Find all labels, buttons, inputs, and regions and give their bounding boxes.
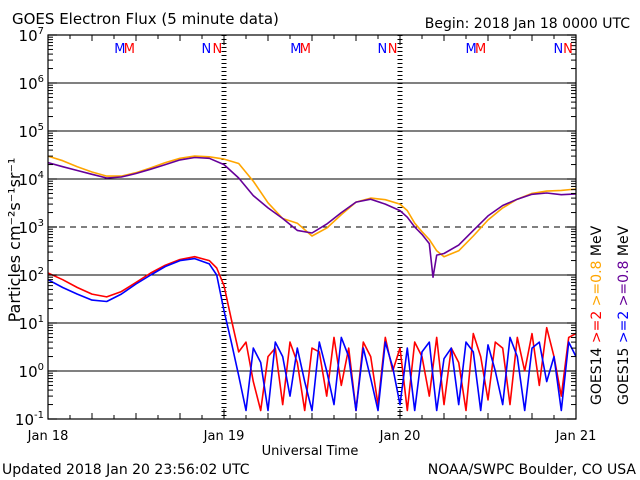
y-tick-label-exponent: -1 bbox=[34, 410, 44, 421]
event-marker: N bbox=[202, 42, 212, 57]
legend-goes14: GOES14 >=2 >=0.8 MeV bbox=[589, 225, 605, 405]
x-axis-label: Universal Time bbox=[262, 444, 359, 459]
y-tick-label-exponent: 4 bbox=[38, 170, 44, 181]
series-line bbox=[47, 156, 577, 279]
chart-title: GOES Electron Flux (5 minute data) bbox=[12, 10, 279, 28]
y-tick-label-base: 10 bbox=[19, 363, 38, 381]
legend-goes15-part: >=2 bbox=[616, 311, 632, 343]
y-tick-label-exponent: 1 bbox=[38, 314, 44, 325]
y-tick-label: 104 bbox=[19, 170, 44, 189]
y-tick-label-exponent: 7 bbox=[38, 26, 44, 37]
y-tick-label: 106 bbox=[19, 74, 44, 93]
y-tick-label-base: 10 bbox=[19, 75, 38, 93]
event-marker: M bbox=[124, 42, 135, 57]
y-tick-label-base: 10 bbox=[15, 411, 34, 429]
event-marker: M bbox=[290, 42, 301, 57]
event-marker: M bbox=[475, 42, 486, 57]
x-tick-label: Jan 19 bbox=[203, 429, 245, 444]
event-marker: M bbox=[466, 42, 477, 57]
y-tick-label-exponent: 6 bbox=[38, 74, 44, 85]
y-tick-label: 105 bbox=[19, 122, 44, 141]
y-tick-label: 101 bbox=[19, 314, 44, 333]
y-tick-label-base: 10 bbox=[19, 315, 38, 333]
legend-goes15-part: MeV bbox=[616, 225, 632, 260]
series-line bbox=[47, 155, 577, 258]
legend-goes14-part: >=0.8 bbox=[589, 261, 605, 307]
begin-time-label: Begin: 2018 Jan 18 0000 UTC bbox=[425, 16, 630, 32]
legend-goes15: GOES15 >=2 >=0.8 MeV bbox=[616, 225, 632, 405]
event-marker: N bbox=[563, 42, 573, 57]
y-tick-label-base: 10 bbox=[19, 27, 38, 45]
y-tick-label-exponent: 3 bbox=[38, 218, 44, 229]
legend-goes14-part: >=2 bbox=[589, 311, 605, 343]
y-tick-label: 103 bbox=[19, 218, 44, 237]
event-marker: N bbox=[388, 42, 398, 57]
y-tick-label-base: 10 bbox=[19, 219, 38, 237]
y-tick-label: 107 bbox=[19, 26, 44, 45]
y-tick-label-exponent: 0 bbox=[38, 362, 44, 373]
event-marker: M bbox=[300, 42, 311, 57]
y-tick-label: 102 bbox=[19, 266, 44, 285]
y-tick-label-base: 10 bbox=[19, 267, 38, 285]
series-layer bbox=[47, 155, 577, 412]
y-axis-label: Particles cm⁻²s⁻¹sr⁻¹ bbox=[5, 158, 24, 323]
y-tick-label-base: 10 bbox=[19, 123, 38, 141]
updated-timestamp: Updated 2018 Jan 20 23:56:02 UTC bbox=[2, 462, 250, 478]
legend-goes14-part: GOES14 bbox=[589, 343, 605, 405]
y-tick-label-base: 10 bbox=[19, 171, 38, 189]
y-tick-label-exponent: 5 bbox=[38, 122, 44, 133]
legend-goes15-part: >=0.8 bbox=[616, 261, 632, 307]
x-tick-label: Jan 21 bbox=[555, 429, 597, 444]
event-marker: N bbox=[213, 42, 223, 57]
event-marker: N bbox=[554, 42, 564, 57]
y-tick-label: 10-1 bbox=[15, 410, 44, 429]
event-marker: M bbox=[114, 42, 125, 57]
grid-layer bbox=[48, 35, 576, 419]
y-tick-label: 100 bbox=[19, 362, 44, 381]
series-line bbox=[47, 257, 577, 412]
frame-layer bbox=[47, 34, 577, 420]
legend-goes14-part: MeV bbox=[589, 225, 605, 260]
credit-label: NOAA/SWPC Boulder, CO USA bbox=[428, 462, 637, 478]
x-tick-label: Jan 20 bbox=[379, 429, 421, 444]
event-marker: N bbox=[378, 42, 388, 57]
x-tick-label: Jan 18 bbox=[27, 429, 69, 444]
y-tick-label-exponent: 2 bbox=[38, 266, 44, 277]
legend-goes15-part: GOES15 bbox=[616, 343, 632, 405]
